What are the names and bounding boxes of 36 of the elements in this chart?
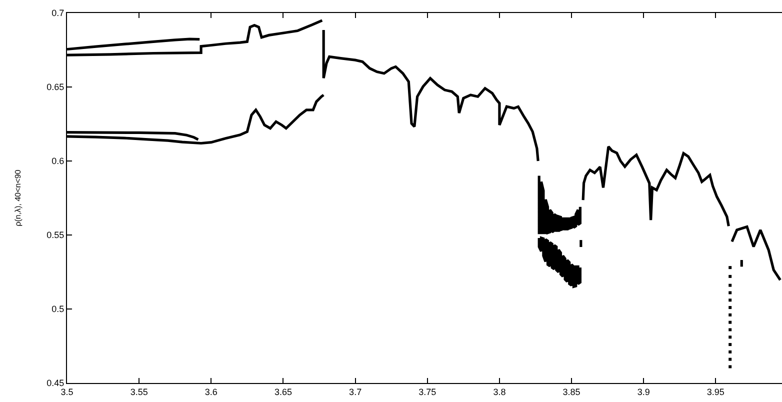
line-series <box>730 225 782 282</box>
y-tick-label: 0.65 <box>46 82 64 92</box>
x-tick-label: 3.75 <box>418 386 436 397</box>
point <box>728 274 732 278</box>
x-tick-label: 3.7 <box>349 386 362 397</box>
x-tick-label: 3.95 <box>706 386 724 397</box>
point <box>728 358 732 361</box>
x-tick-label: 3.6 <box>204 386 218 397</box>
x-tick-label: 3.9 <box>637 386 650 397</box>
x-tick-label: 3.8 <box>493 386 506 397</box>
y-tick-label: 0.7 <box>52 8 64 18</box>
point <box>728 320 732 324</box>
y-tick-label: 0.6 <box>52 156 64 166</box>
x-tick-label: 3.5 <box>60 386 74 397</box>
point <box>728 343 732 346</box>
y-tick-label: 0.5 <box>52 304 64 314</box>
x-tick-label: 3.65 <box>274 386 292 397</box>
point <box>728 328 732 332</box>
line-series <box>322 28 540 162</box>
line-series <box>538 174 582 234</box>
x-tick-label: 3.85 <box>562 386 580 397</box>
line-series <box>582 145 730 228</box>
point <box>728 266 732 270</box>
line-series <box>538 236 582 288</box>
point <box>728 336 732 339</box>
y-axis-title: ρ(n,λ), 40<n<90 <box>13 169 22 226</box>
y-tick-label: 0.55 <box>46 230 64 240</box>
point <box>728 365 732 368</box>
point <box>728 350 732 354</box>
x-tick-label: 3.55 <box>130 386 148 397</box>
point <box>728 298 732 302</box>
point <box>728 291 732 294</box>
point <box>728 313 732 316</box>
point <box>728 284 732 287</box>
y-tick-label: 0.45 <box>46 378 64 388</box>
point <box>728 306 732 310</box>
